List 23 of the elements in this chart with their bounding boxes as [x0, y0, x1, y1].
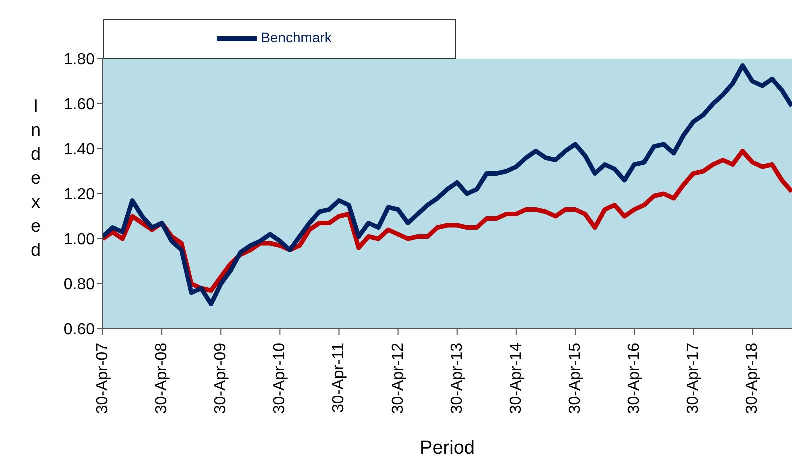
line-series: [103, 64, 792, 306]
y-tick-label: 1.20: [64, 186, 96, 204]
x-tick-label: 30-Apr-11: [330, 342, 348, 413]
x-tick-label: 30-Apr-09: [212, 342, 230, 414]
x-tick-label: 30-Apr-13: [448, 342, 466, 414]
y-tick-label: 0.80: [64, 276, 96, 294]
y-tick-label: 1.80: [64, 52, 96, 69]
x-axis-title: Period: [420, 438, 475, 456]
y-tick-label: 1.40: [64, 142, 96, 159]
x-tick-label: 30-Apr-14: [508, 342, 525, 414]
x-tick-label: 30-Apr-12: [390, 342, 407, 414]
x-tick-label: 30-Apr-18: [744, 342, 762, 414]
y-tick-label: 1.00: [64, 232, 96, 249]
legend-label: Benchmark: [261, 30, 332, 46]
y-tick-label: 1.60: [64, 96, 96, 114]
y-tick-label: 0.60: [64, 322, 96, 339]
x-tick-label: 30-Apr-07: [94, 342, 112, 414]
y-axis-title: Indexed: [30, 96, 42, 260]
x-tick-label: 30-Apr-10: [272, 342, 289, 414]
x-tick-label: 30-Apr-17: [685, 342, 702, 414]
x-tick-label: 30-Apr-16: [626, 342, 644, 414]
x-tick-label: 30-Apr-15: [566, 342, 584, 414]
x-tick-label: 30-Apr-08: [154, 342, 171, 414]
